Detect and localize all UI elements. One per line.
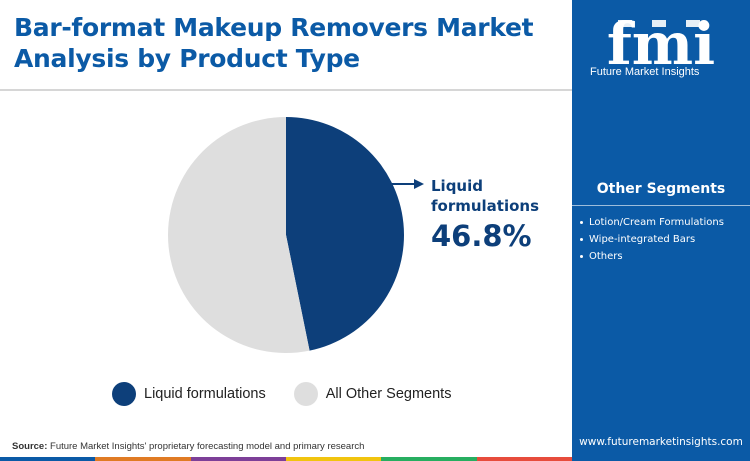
legend-swatch-liquid [112, 382, 136, 406]
callout-arrow [390, 179, 424, 189]
legend-swatch-other [293, 382, 318, 406]
title-line-2: Analysis by Product Type [14, 44, 360, 73]
website-link[interactable]: www.futuremarketinsights.com [579, 436, 743, 448]
footer-color-segment [381, 457, 477, 461]
other-segment-item: Lotion/Cream Formulations [580, 214, 724, 231]
callout-label-line-2: formulations [431, 197, 540, 215]
pie-slice-liquid-formulations [286, 117, 404, 351]
pie-chart [167, 117, 424, 353]
legend-item-liquid: Liquid formulations [112, 382, 266, 406]
legend-label-liquid: Liquid formulations [144, 386, 266, 402]
other-segment-label: Wipe-integrated Bars [589, 234, 696, 245]
footer-color-segment [476, 457, 572, 461]
bullet-icon [580, 237, 583, 241]
callout-label-line-1: Liquid [431, 177, 483, 195]
logo-company-name: Future Market Insights [590, 66, 700, 78]
legend-item-other: All Other Segments [293, 382, 452, 406]
title-divider [0, 89, 572, 91]
source-text: Future Market Insights' proprietary fore… [47, 441, 365, 452]
other-segment-label: Lotion/Cream Formulations [589, 217, 724, 228]
footer-color-bar [0, 457, 572, 461]
footer-color-segment [0, 457, 96, 461]
footer-color-segment [190, 457, 286, 461]
callout-label: Liquid formulations [431, 176, 539, 216]
bullet-icon [580, 254, 583, 258]
footer-color-segment [95, 457, 191, 461]
title-line-1: Bar-format Makeup Removers Market [14, 13, 534, 42]
legend-label-other: All Other Segments [325, 386, 452, 402]
other-segment-item: Wipe-integrated Bars [580, 231, 724, 248]
source-note: Source: Future Market Insights' propriet… [12, 441, 364, 452]
other-segments-list: Lotion/Cream Formulations Wipe-integrate… [580, 214, 724, 265]
chart-legend: Liquid formulations All Other Segments [112, 382, 479, 406]
callout-value: 46.8% [431, 219, 532, 253]
other-segment-item: Others [580, 248, 724, 265]
pie-slices [167, 117, 404, 353]
other-segment-label: Others [589, 251, 623, 262]
bullet-icon [580, 220, 583, 224]
source-label: Source: [12, 441, 48, 452]
fmi-logo: fmi [607, 10, 715, 78]
pie-slice-all-other-segments [167, 117, 310, 353]
other-segments-divider [572, 205, 750, 206]
footer-color-segment [285, 457, 382, 461]
other-segments-heading: Other Segments [596, 181, 726, 197]
page-title: Bar-format Makeup Removers Market Analys… [14, 12, 574, 74]
brand-sidebar: fmi Future Market Insights Other Segment… [572, 0, 750, 461]
